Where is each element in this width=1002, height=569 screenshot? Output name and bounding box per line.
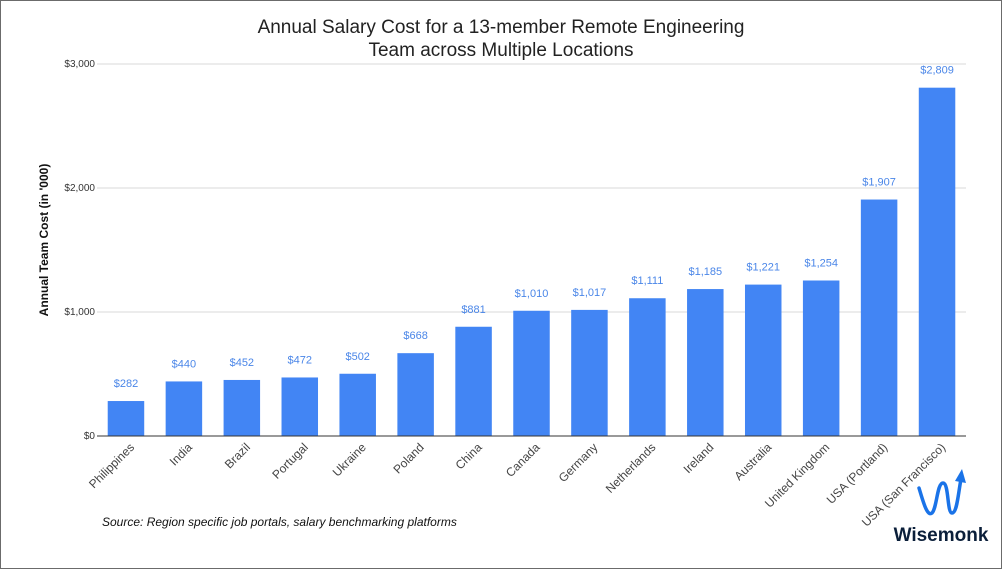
bar-china [455,326,492,436]
bar-ireland [687,289,724,436]
bar-usa-san-francisco [918,87,956,437]
bar-united-kingdom [802,280,840,436]
bar-usa-portland [860,199,898,436]
data-label: $668 [403,330,427,342]
bar-ukraine [339,373,376,436]
chart-title-line-1: Annual Salary Cost for a 13-member Remot… [258,17,745,38]
x-tick-label: Philippines [86,440,137,491]
x-tick-label: India [167,440,196,469]
data-label: $2,809 [920,65,954,77]
bar-portugal [281,377,319,436]
y-tick-label: $1,000 [64,307,95,318]
x-tick-label: Poland [390,440,426,476]
data-label: $881 [461,304,485,316]
bar-poland [397,353,434,436]
wisemonk-logo-icon [917,477,963,516]
x-tick-label: Canada [503,440,543,480]
bar-canada [513,310,550,436]
brand-name: Wisemonk [894,525,989,546]
x-tick-label: China [453,440,485,472]
data-label: $282 [114,378,138,390]
data-label: $1,017 [573,287,607,299]
bar-germany [571,309,608,436]
data-labels: $282 $440 $452 $472 $502 $668 $881 $1,010 $1,017… [114,65,954,390]
x-tick-label: Netherlands [603,440,659,496]
data-label: $1,221 [746,262,780,274]
y-axis-ticks: $0 $1,000 $2,000 $3,000 [64,59,95,442]
x-tick-label: Portugal [269,440,311,482]
data-label: $502 [345,351,369,363]
source-note: Source: Region specific job portals, sal… [102,515,457,529]
chart-title-line-2: Team across Multiple Locations [368,40,633,61]
x-tick-label: Ukraine [330,440,369,479]
x-tick-label: USA (Portland) [824,440,891,507]
bar-netherlands [629,298,666,436]
bar-philippines [107,401,145,436]
y-tick-label: $2,000 [64,183,95,194]
wisemonk-logo: Wisemonk [894,469,989,546]
y-tick-label: $3,000 [64,59,95,70]
y-axis-label: Annual Team Cost (in '000) [37,164,51,317]
x-tick-label: Australia [731,440,774,483]
bar-australia [744,284,782,436]
x-tick-label: Brazil [222,440,253,471]
data-label: $1,254 [804,258,838,270]
data-label: $1,111 [631,275,663,287]
data-label: $452 [230,357,254,369]
x-tick-label: Ireland [681,440,717,476]
data-label: $1,185 [688,266,722,278]
data-label: $1,907 [862,177,896,189]
data-label: $472 [288,354,312,366]
gridlines [97,63,966,313]
arrow-head-icon [955,469,966,483]
bar-brazil [223,379,261,436]
y-tick-label: $0 [84,431,96,442]
x-tick-label: Germany [556,440,601,485]
data-label: $440 [172,358,196,370]
bar-india [165,381,203,436]
bars [107,87,956,437]
data-label: $1,010 [515,288,549,300]
